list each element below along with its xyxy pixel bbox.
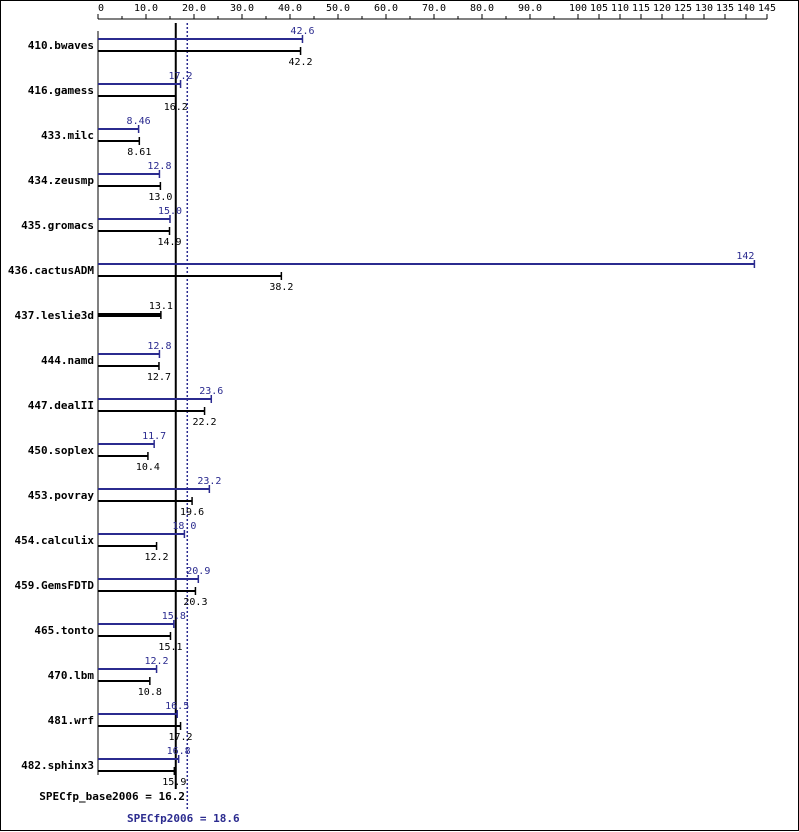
x-tick-label: 50.0 [326,3,350,14]
peak-value-label: 12.8 [147,341,171,352]
x-tick-label: 135 [716,3,734,14]
base-value-label: 15.1 [158,642,182,653]
category-label: 453.povray [28,489,95,502]
x-tick-label: 120 [653,3,671,14]
base-value-label: 15.9 [162,777,186,788]
peak-value-label: 12.2 [145,656,169,667]
peak-value-label: 15.0 [158,206,182,217]
x-tick-label: 115 [632,3,650,14]
category-label: 416.gamess [28,84,94,97]
x-tick-label: 40.0 [278,3,302,14]
x-tick-label: 20.0 [182,3,206,14]
reference-lines [174,23,189,809]
x-tick-label: 30.0 [230,3,254,14]
peak-value-label: 16.8 [167,746,191,757]
x-tick-label: 105 [590,3,608,14]
peak-value-label: 23.2 [197,476,221,487]
category-label: 434.zeusmp [28,174,95,187]
peak-value-label: 18.0 [172,521,196,532]
category-label: 435.gromacs [21,219,94,232]
x-tick-label: 90.0 [518,3,542,14]
x-tick-label: 130 [695,3,713,14]
base-summary-label: SPECfp_base2006 = 16.2 [39,790,185,803]
x-tick-label: 10.0 [134,3,158,14]
x-tick-label: 140 [737,3,755,14]
base-value-label: 42.2 [289,57,313,68]
base-value-label: 12.7 [147,372,171,383]
peak-value-label: 8.46 [127,116,151,127]
category-label: 447.dealII [28,399,94,412]
category-label: 470.lbm [48,669,95,682]
x-tick-label: 60.0 [374,3,398,14]
peak-value-label: 11.7 [142,431,166,442]
labels: 410.bwaves 42.6 42.2 416.gamess 17.2 16.2 433.… [8,26,754,825]
base-value-label: 14.9 [157,237,181,248]
x-tick-label: 0 [98,3,104,14]
x-axis: 0 10.0 20.0 30.0 40.0 50.0 60.0 70.0 80.0 90.0 100… [97,3,776,775]
category-label: 482.sphinx3 [21,759,94,772]
base-value-label: 10.4 [136,462,160,473]
x-tick-label: 80.0 [470,3,494,14]
peak-value-label: 15.8 [162,611,186,622]
category-label: 436.cactusADM [8,264,94,277]
peak-value-label: 42.6 [290,26,314,37]
category-label: 450.soplex [28,444,95,457]
peak-value-label: 23.6 [199,386,223,397]
base-value-label: 12.2 [145,552,169,563]
base-value-label: 16.2 [164,102,188,113]
category-label: 481.wrf [48,714,94,727]
base-value-label: 17.2 [169,732,193,743]
peak-value-label: 17.2 [169,71,193,82]
category-label: 437.leslie3d [15,309,94,322]
x-tick-label: 145 [758,3,776,14]
x-tick-label: 125 [674,3,692,14]
category-label: 410.bwaves [28,39,94,52]
x-tick-label: 110 [611,3,629,14]
x-tick-label: 70.0 [422,3,446,14]
x-tick-label: 100 [569,3,587,14]
base-value-label: 13.1 [149,301,173,312]
base-value-label: 20.3 [183,597,207,608]
peak-value-label: 12.8 [147,161,171,172]
peak-value-label: 142 [736,251,754,262]
category-label: 444.namd [41,354,94,367]
peak-value-label: 20.9 [186,566,210,577]
base-value-label: 19.6 [180,507,204,518]
base-value-label: 13.0 [148,192,172,203]
base-value-label: 22.2 [193,417,217,428]
base-value-label: 10.8 [138,687,162,698]
category-label: 465.tonto [34,624,94,637]
peak-value-label: 16.5 [165,701,189,712]
peak-summary-label: SPECfp2006 = 18.6 [127,812,240,825]
category-label: 459.GemsFDTD [15,579,95,592]
category-label: 433.milc [41,129,94,142]
base-value-label: 8.61 [127,147,151,158]
bars [98,35,756,775]
base-value-label: 38.2 [269,282,293,293]
category-label: 454.calculix [15,534,95,547]
